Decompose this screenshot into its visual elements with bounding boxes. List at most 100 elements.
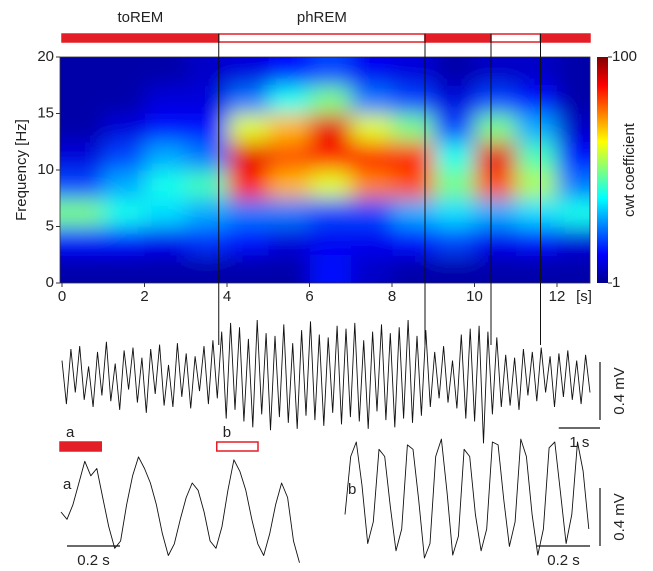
heatmap-cell: [186, 226, 228, 256]
colorbar-tick-label: 1: [612, 274, 620, 291]
heatmap-cell: [186, 141, 228, 171]
heatmap-cell: [309, 57, 351, 86]
heatmap-cell: [103, 113, 145, 143]
state-segment: [424, 33, 492, 43]
heatmap-cell: [268, 254, 310, 283]
heatmap-cell: [186, 113, 228, 143]
heatmap-cell: [186, 254, 228, 283]
heatmap-cell: [557, 198, 590, 227]
heatmap-cell: [433, 254, 475, 283]
heatmap-cell: [227, 57, 269, 86]
scale-bar-amp-label: 0.4 mV: [611, 493, 628, 541]
heatmap-cell: [392, 85, 434, 114]
heatmap-cell: [227, 141, 269, 171]
heatmap-cell: [268, 198, 310, 227]
heatmap-cell: [103, 170, 145, 199]
heatmap-cell: [309, 170, 351, 199]
heatmap-cell: [186, 85, 228, 114]
heatmap-cell: [309, 226, 351, 256]
heatmap-cell: [144, 141, 186, 171]
heatmap-cell: [433, 141, 475, 171]
heatmap-cells: [60, 57, 590, 283]
heatmap-cell: [144, 113, 186, 143]
window-marker: [216, 441, 259, 452]
heatmap-cell: [309, 198, 351, 227]
heatmap-cell: [268, 170, 310, 199]
state-segment: [490, 33, 542, 43]
heatmap-cell: [474, 254, 516, 283]
window-label: b: [223, 424, 231, 441]
heatmap-cell: [351, 85, 393, 114]
x-unit-label: [s]: [576, 288, 592, 305]
scale-bar-amp-label: 0.4 mV: [611, 367, 628, 415]
heatmap-cell: [60, 254, 104, 283]
heatmap-cell: [516, 198, 558, 227]
heatmap-cell: [474, 141, 516, 171]
scale-bar-time-label: 0.2 s: [77, 552, 110, 569]
heatmap-cell: [516, 57, 558, 86]
heatmap-cell: [103, 198, 145, 227]
heatmap-cell: [103, 85, 145, 114]
heatmap-cell: [60, 57, 104, 86]
heatmap-cell: [516, 85, 558, 114]
heatmap-cell: [60, 141, 104, 171]
x-tick-label: 12: [549, 288, 566, 305]
state-segment: [539, 33, 591, 43]
heatmap-cell: [351, 226, 393, 256]
heatmap-cell: [268, 113, 310, 143]
heatmap-cell: [351, 198, 393, 227]
x-tick-label: 8: [388, 288, 396, 305]
heatmap-cell: [557, 85, 590, 114]
heatmap-cell: [351, 170, 393, 199]
state-label: phREM: [297, 9, 347, 26]
y-tick-label: 0: [46, 274, 54, 291]
detail-label: a: [63, 476, 72, 493]
heatmap-cell: [103, 57, 145, 86]
heatmap-cell: [474, 57, 516, 86]
heatmap-cell: [433, 170, 475, 199]
heatmap-cell: [433, 226, 475, 256]
scale-bar-time-label: 1 s: [569, 434, 589, 451]
heatmap-cell: [227, 254, 269, 283]
y-tick-label: 20: [37, 48, 54, 65]
colorbar-tick-label: 100: [612, 48, 637, 65]
state-label: toREM: [117, 9, 163, 26]
heatmap-cell: [392, 226, 434, 256]
heatmap-cell: [60, 226, 104, 256]
x-tick-label: 2: [140, 288, 148, 305]
heatmap-cell: [433, 198, 475, 227]
x-tick-label: 6: [305, 288, 313, 305]
heatmap-cell: [351, 57, 393, 86]
heatmap-cell: [268, 226, 310, 256]
heatmap-cell: [392, 198, 434, 227]
heatmap-cell: [474, 226, 516, 256]
heatmap-cell: [144, 226, 186, 256]
heatmap-cell: [186, 170, 228, 199]
heatmap-cell: [227, 113, 269, 143]
window-marker: [59, 441, 102, 452]
heatmap-cell: [186, 57, 228, 86]
heatmap-cell: [60, 170, 104, 199]
window-label: a: [66, 424, 75, 441]
heatmap-cell: [227, 170, 269, 199]
heatmap-cell: [557, 226, 590, 256]
heatmap-cell: [227, 85, 269, 114]
heatmap-cell: [433, 57, 475, 86]
heatmap-cell: [309, 113, 351, 143]
heatmap-cell: [392, 170, 434, 199]
heatmap-cell: [186, 198, 228, 227]
heatmap-cell: [516, 226, 558, 256]
heatmap-cell: [103, 141, 145, 171]
heatmap-cell: [351, 141, 393, 171]
y-axis-label: Frequency [Hz]: [13, 119, 30, 221]
heatmap-cell: [144, 170, 186, 199]
heatmap-cell: [103, 254, 145, 283]
heatmap-cell: [433, 113, 475, 143]
heatmap-cell: [474, 170, 516, 199]
heatmap-cell: [144, 254, 186, 283]
heatmap-cell: [227, 198, 269, 227]
heatmap-cell: [474, 198, 516, 227]
heatmap-cell: [60, 113, 104, 143]
colorbar-label: cwt coefficient: [621, 122, 638, 217]
heatmap-cell: [516, 170, 558, 199]
